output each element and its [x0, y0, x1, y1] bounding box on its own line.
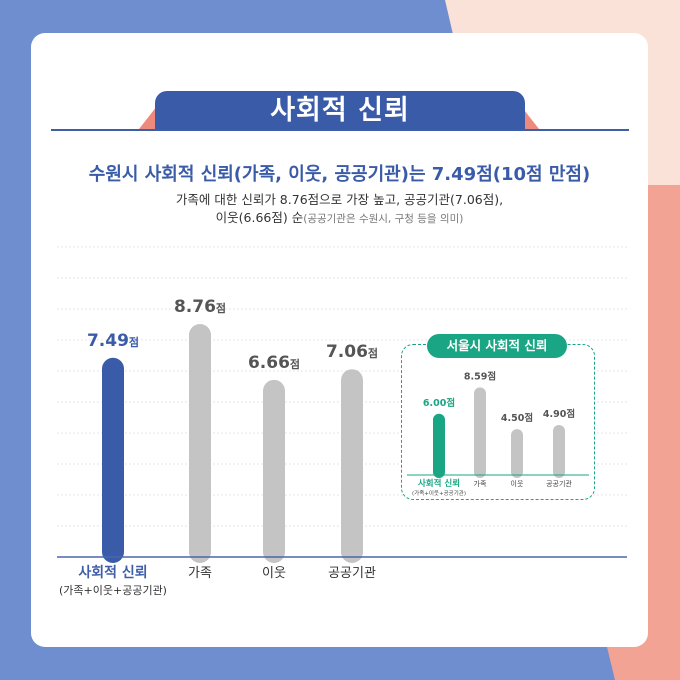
data-label: 7.06점	[326, 342, 378, 362]
data-label-unit: 점	[216, 301, 226, 315]
tick-label: 사회적 신뢰	[78, 564, 147, 581]
data-label-number: 6.66	[248, 353, 290, 373]
inset-chart-title: 서울시 사회적 신뢰	[427, 334, 567, 358]
tick-label: 공공기관	[328, 566, 376, 581]
inset-data-label: 8.59점	[464, 370, 496, 382]
inset-tick-label: 이웃	[511, 479, 524, 488]
banner-title: 사회적 신뢰	[155, 91, 525, 129]
subtitle-line2: 이웃(6.66점) 순(공공기관은 수원시, 구청 등을 의미)	[31, 207, 648, 226]
data-label-unit: 점	[368, 346, 378, 360]
infographic-card: 사회적 신뢰 수원시 사회적 신뢰(가족, 이웃, 공공기관)는 7.49점(1…	[31, 33, 648, 647]
data-label: 6.66점	[248, 353, 300, 373]
subtitle-note: (공공기관은 수원시, 구청 등을 의미)	[303, 213, 464, 225]
inset-tick-label: 공공기관	[546, 479, 572, 488]
subtitle-line2-text: 이웃(6.66점) 순	[215, 210, 304, 225]
tick-label: 가족	[188, 566, 212, 581]
data-label-unit: 점	[129, 335, 139, 349]
bar-neighbor	[263, 379, 285, 563]
banner-ribbon-left	[139, 106, 157, 129]
data-label-number: 7.49	[87, 331, 129, 351]
subtitle-line1: 가족에 대한 신뢰가 8.76점으로 가장 높고, 공공기관(7.06점),	[175, 192, 504, 207]
inset-data-label: 6.00점	[423, 397, 455, 409]
inset-data-label: 4.90점	[543, 408, 575, 420]
inset-tick-label: 가족	[474, 479, 487, 488]
data-label-unit: 점	[290, 357, 300, 371]
bar-public-institution	[341, 369, 363, 563]
data-label: 7.49점	[87, 331, 139, 351]
headline: 수원시 사회적 신뢰(가족, 이웃, 공공기관)는 7.49점(10점 만점)	[88, 164, 591, 185]
data-label-number: 7.06	[326, 342, 368, 362]
bar-family	[189, 323, 211, 563]
bar-social-trust	[102, 357, 124, 563]
inset-tick-sublabel: (가족+이웃+공공기관)	[412, 489, 466, 497]
data-label-number: 8.76	[174, 297, 216, 317]
banner-ribbon-right	[521, 106, 539, 129]
inset-data-label: 4.50점	[501, 412, 533, 424]
inset-tick-label: 사회적 신뢰	[418, 478, 460, 489]
tick-sublabel: (가족+이웃+공공기관)	[59, 584, 167, 597]
data-label: 8.76점	[174, 297, 226, 317]
inset-bar	[433, 413, 445, 478]
inset-bar	[553, 425, 565, 478]
inset-bar	[511, 429, 523, 478]
banner-underline	[51, 129, 629, 131]
tick-label: 이웃	[262, 566, 286, 581]
inset-bar	[474, 387, 486, 478]
